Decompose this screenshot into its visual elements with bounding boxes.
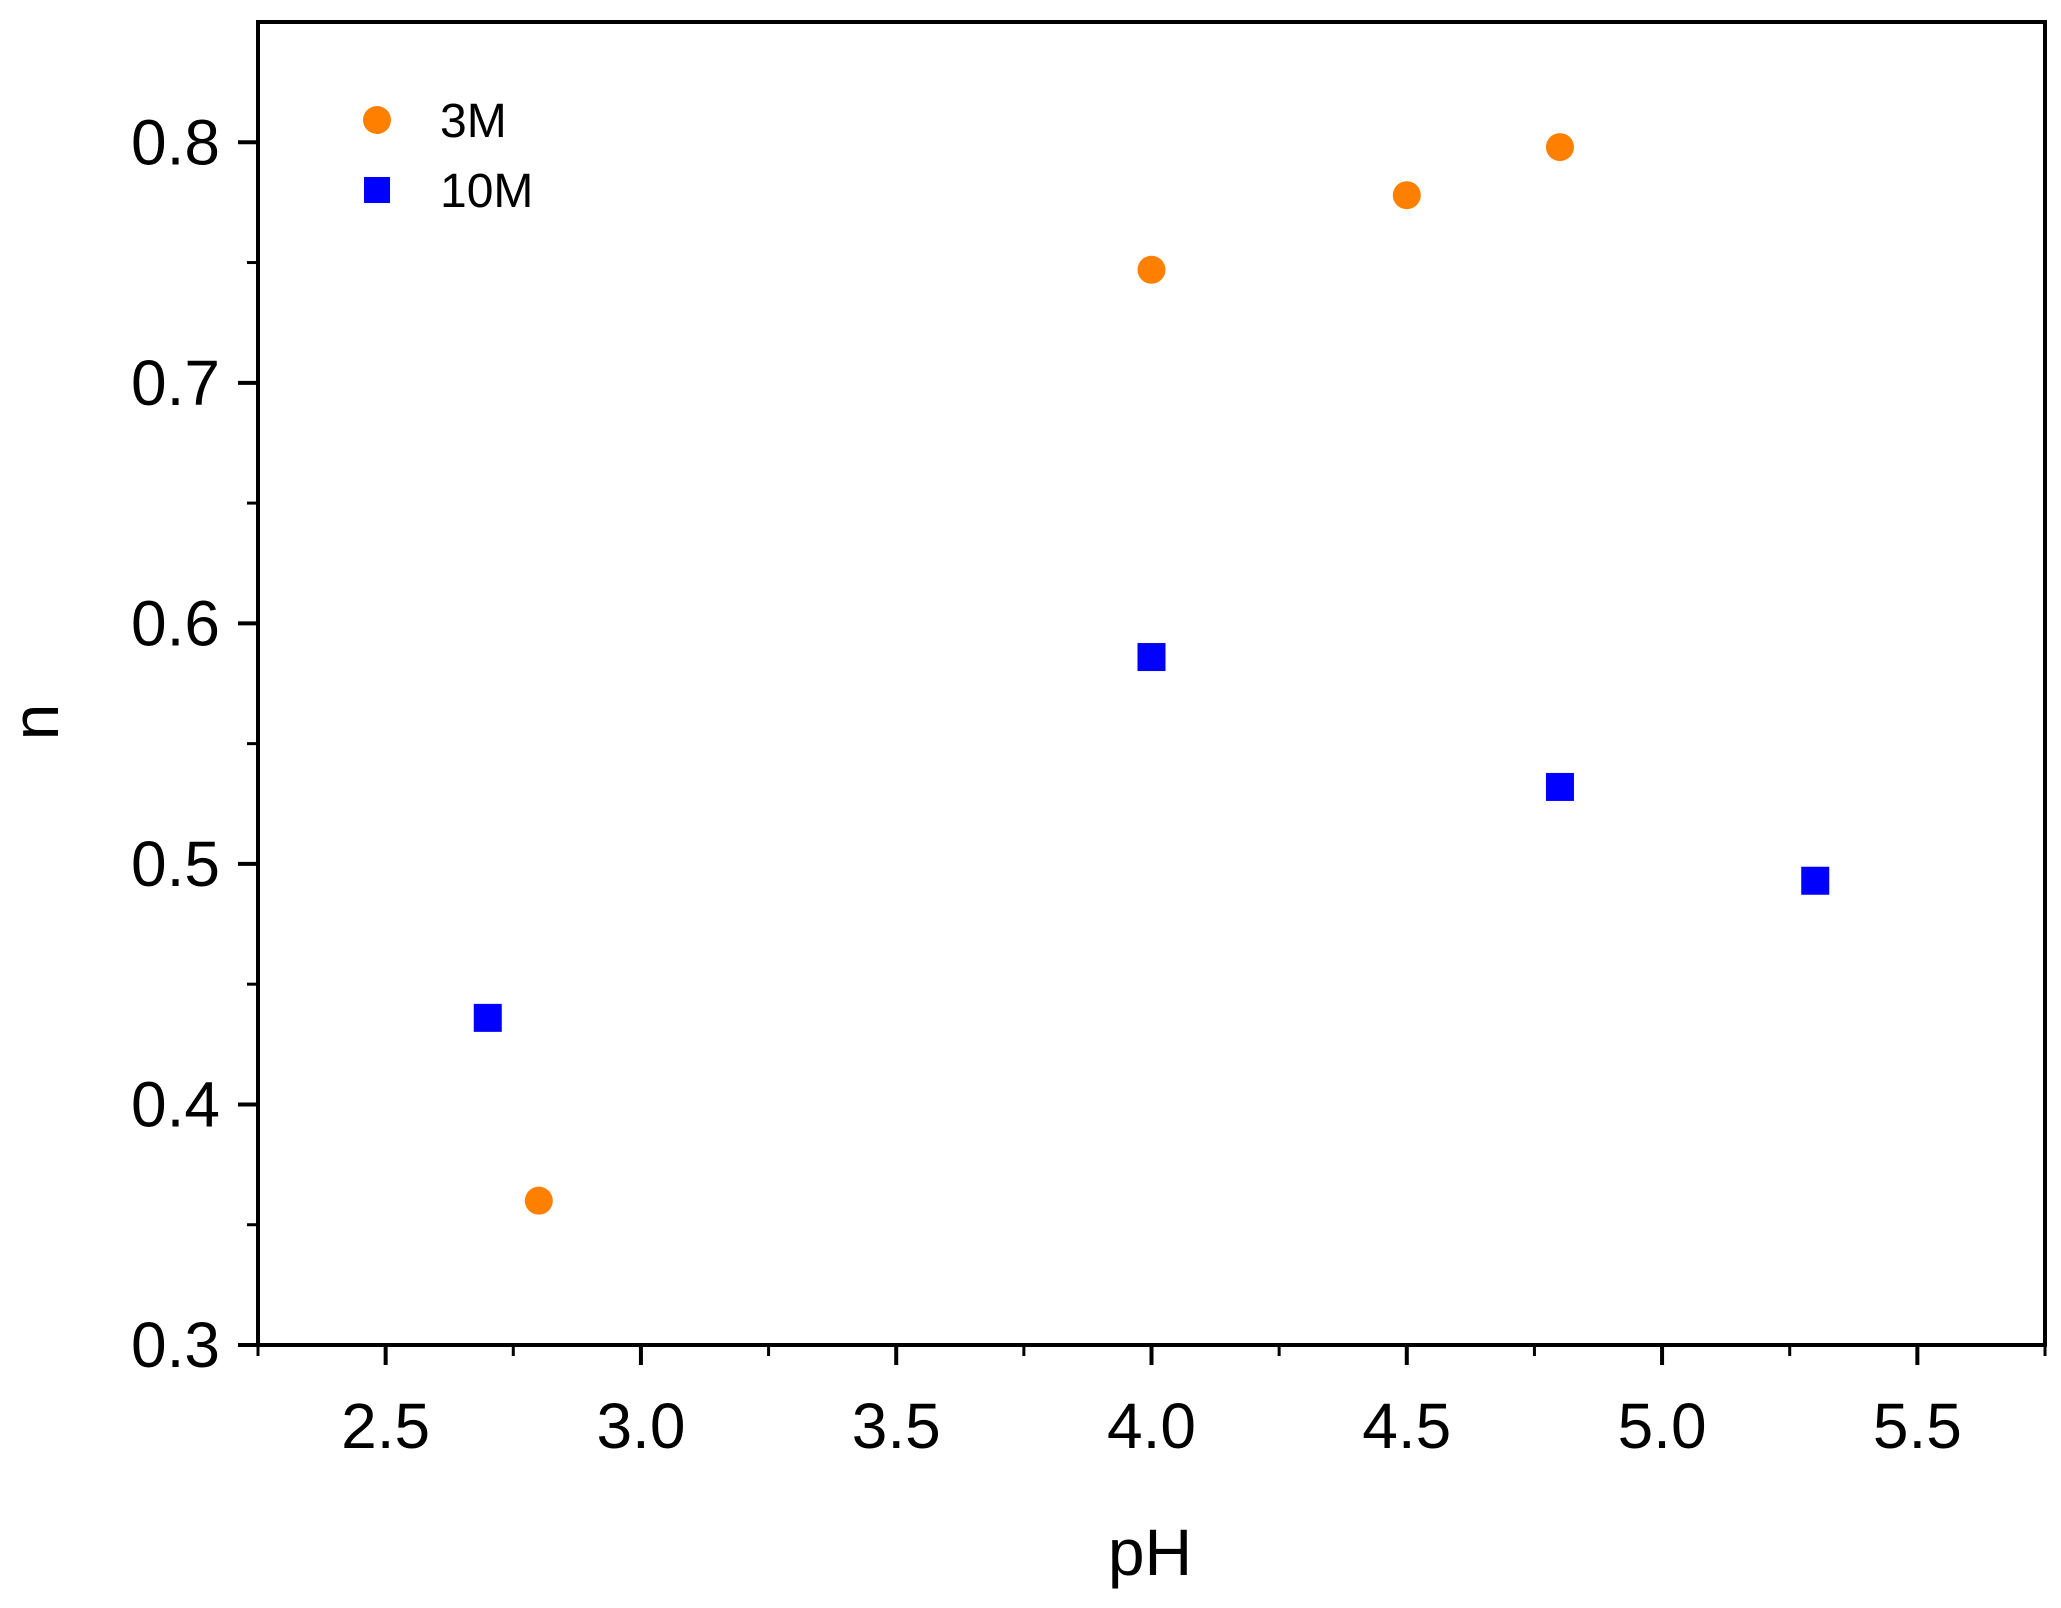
legend-marker-10m — [364, 177, 390, 203]
x-tick-label: 3.0 — [596, 1390, 685, 1462]
point-10m — [1545, 772, 1574, 801]
y-axis-title: n — [0, 704, 72, 741]
point-3m — [1545, 133, 1574, 162]
y-tick-label: 0.6 — [131, 587, 220, 659]
legend-label: 3M — [440, 95, 507, 148]
plot-frame — [256, 20, 2047, 1347]
legend-label: 10M — [440, 165, 533, 218]
legend-marker-3m — [363, 106, 391, 134]
x-tick-label: 3.5 — [852, 1390, 941, 1462]
y-tick-label: 0.5 — [131, 828, 220, 900]
y-tick-label: 0.3 — [131, 1309, 220, 1381]
point-3m — [1137, 255, 1166, 284]
x-tick-label: 2.5 — [341, 1390, 430, 1462]
x-tick-label: 4.0 — [1107, 1390, 1196, 1462]
point-3m — [524, 1186, 553, 1215]
ticks: 2.5 3.0 3.5 4.0 4.5 5.0 5.5 0.3 0.4 0.5 0.6 0.7 0.8 — [131, 106, 2047, 1462]
point-10m — [473, 1003, 502, 1032]
y-tick-label: 0.8 — [131, 106, 220, 178]
axes — [256, 20, 2047, 1347]
x-tick-label: 5.0 — [1618, 1390, 1707, 1462]
point-10m — [1137, 643, 1166, 672]
x-tick-label: 4.5 — [1362, 1390, 1451, 1462]
y-tick-label: 0.4 — [131, 1068, 220, 1140]
y-tick-label: 0.7 — [131, 347, 220, 419]
point-3m — [1392, 181, 1421, 210]
x-tick-label: 5.5 — [1873, 1390, 1962, 1462]
point-10m — [1801, 866, 1830, 895]
data-points — [473, 133, 1830, 1215]
x-axis-title: pH — [1108, 1515, 1192, 1589]
